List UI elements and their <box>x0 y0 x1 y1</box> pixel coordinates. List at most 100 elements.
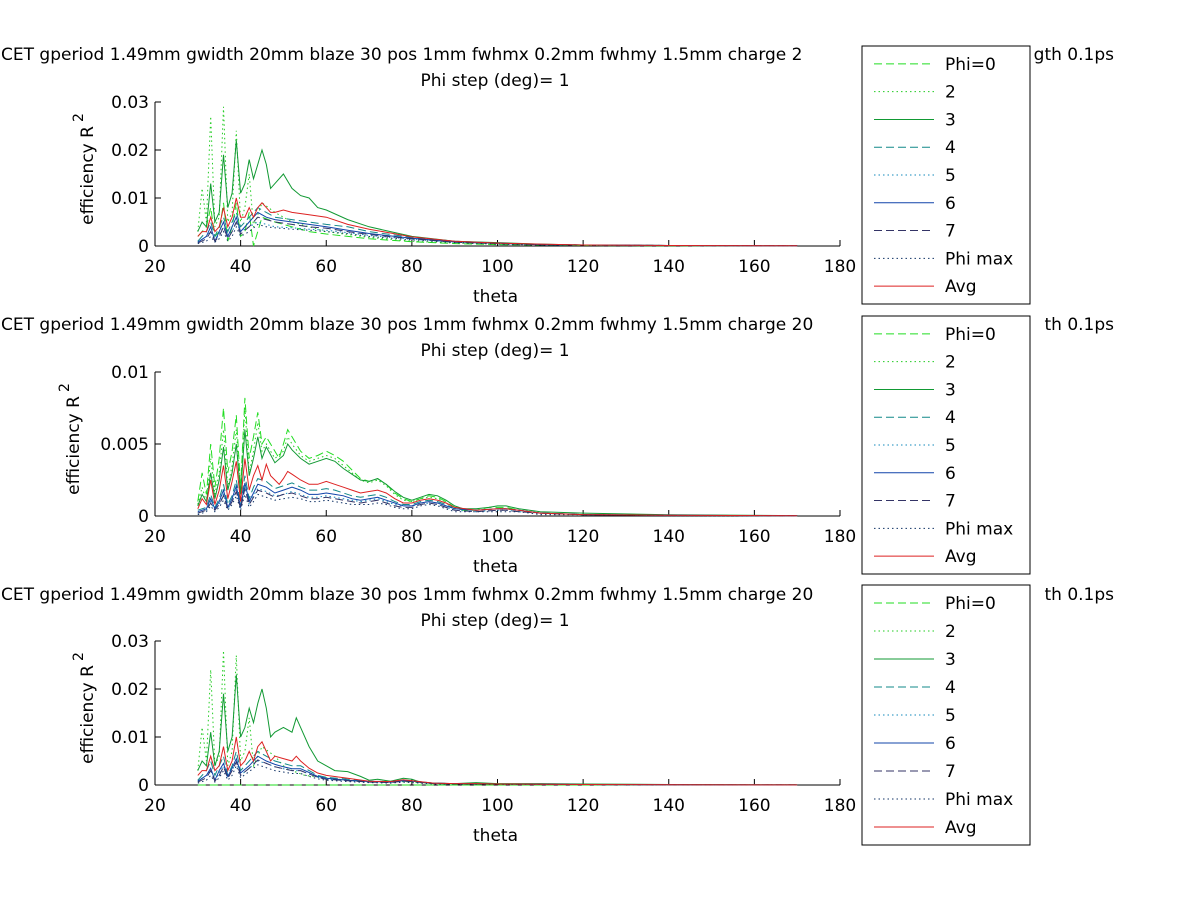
legend-entry: Avg <box>945 818 977 838</box>
series-line-4 <box>197 475 798 517</box>
series-line-2 <box>197 407 798 517</box>
chart-title: CET gperiod 1.49mm gwidth 20mm blaze 30 … <box>1 585 813 605</box>
y-axis-label-text: efficiency R <box>64 396 84 495</box>
x-tick-label: 20 <box>144 257 166 277</box>
series-line-2 <box>197 106 798 247</box>
legend-entry: 4 <box>945 408 956 428</box>
legend-entry: Phi max <box>945 519 1013 539</box>
x-tick-label: 40 <box>230 796 252 816</box>
series-line-8 <box>197 223 798 247</box>
y-axis-label-text: efficiency R <box>78 126 98 225</box>
series-line-1 <box>197 397 798 517</box>
x-tick-label: 60 <box>315 257 337 277</box>
x-tick-label: 180 <box>824 796 856 816</box>
x-tick-label: 100 <box>481 527 513 547</box>
series-line-8 <box>197 764 798 786</box>
subplot-2: CET gperiod 1.49mm gwidth 20mm blaze 30 … <box>1 315 1114 577</box>
plot-area <box>197 650 798 786</box>
x-tick-label: 40 <box>230 527 252 547</box>
y-tick-label: 0.02 <box>111 141 149 161</box>
chart-title-tail: gth 0.1ps <box>1034 45 1114 65</box>
x-tick-label: 120 <box>567 796 599 816</box>
series-line-9 <box>197 736 798 786</box>
chart-title-main: CET gperiod 1.49mm gwidth 20mm blaze 30 … <box>1 315 813 335</box>
legend-entry: 6 <box>945 194 956 214</box>
x-axis-label: theta <box>473 287 518 307</box>
chart-subtitle: Phi step (deg)= 1 <box>420 611 569 631</box>
series-line-5 <box>197 220 798 247</box>
chart-subtitle: Phi step (deg)= 1 <box>420 71 569 91</box>
y-tick-label: 0 <box>138 507 149 527</box>
x-tick-label: 120 <box>567 527 599 547</box>
plot-area <box>197 397 798 517</box>
legend-entry: 3 <box>945 110 956 130</box>
y-tick-label: 0.03 <box>111 632 149 652</box>
x-tick-label: 160 <box>738 527 770 547</box>
x-tick-label: 180 <box>824 527 856 547</box>
chart-title: CET gperiod 1.49mm gwidth 20mm blaze 30 … <box>1 315 813 335</box>
legend-entry: 5 <box>945 166 956 186</box>
x-tick-label: 160 <box>738 796 770 816</box>
x-tick-label: 100 <box>481 257 513 277</box>
x-tick-label: 140 <box>653 257 685 277</box>
x-tick-label: 60 <box>315 796 337 816</box>
y-tick-label: 0.01 <box>111 728 149 748</box>
x-tick-label: 120 <box>567 257 599 277</box>
y-tick-label: 0 <box>138 237 149 257</box>
plot-area <box>197 106 798 247</box>
y-axis-label: efficiency R 2 <box>71 113 98 225</box>
y-tick-label: 0.005 <box>100 435 149 455</box>
y-tick-label: 0 <box>138 776 149 796</box>
legend-entry: 2 <box>945 83 956 103</box>
legend-entry: 7 <box>945 222 956 242</box>
legend-entry: Avg <box>945 277 977 297</box>
legend-entry: 4 <box>945 678 956 698</box>
x-tick-label: 20 <box>144 796 166 816</box>
y-axis-label: efficiency R 2 <box>71 652 98 764</box>
legend-box <box>861 584 1031 846</box>
x-axis-label: theta <box>473 826 518 846</box>
chart-title: CET gperiod 1.49mm gwidth 20mm blaze 30 … <box>1 45 802 65</box>
y-tick-label: 0.02 <box>111 680 149 700</box>
chart-title-main: CET gperiod 1.49mm gwidth 20mm blaze 30 … <box>1 585 813 605</box>
chart-title-tail: th 0.1ps <box>1044 585 1114 605</box>
series-line-3 <box>197 140 798 247</box>
legend-entry: Phi=0 <box>945 325 996 345</box>
y-tick-label: 0.01 <box>111 189 149 209</box>
x-axis-label: theta <box>473 557 518 577</box>
legend-entry: 5 <box>945 436 956 456</box>
x-tick-label: 180 <box>824 257 856 277</box>
chart-title-tail: th 0.1ps <box>1044 315 1114 335</box>
legend-entry: 4 <box>945 138 956 158</box>
legend-entry: Avg <box>945 547 977 567</box>
y-tick-label: 0.03 <box>111 93 149 113</box>
y-axis-label-superscript: 2 <box>71 652 87 661</box>
x-tick-label: 160 <box>738 257 770 277</box>
y-axis-label-superscript: 2 <box>71 113 87 122</box>
y-axis-label-text: efficiency R <box>78 665 98 764</box>
x-tick-label: 80 <box>401 527 423 547</box>
legend: Phi=0 2 3 4 5 6 7 Phi max Avg <box>861 584 1031 846</box>
y-axis-label-superscript: 2 <box>57 383 73 392</box>
legend-entry: Phi=0 <box>945 594 996 614</box>
legend: Phi=0 2 3 4 5 6 7 Phi max Avg <box>861 315 1031 575</box>
x-tick-label: 80 <box>401 796 423 816</box>
x-tick-label: 140 <box>653 796 685 816</box>
legend-entry: Phi max <box>945 790 1013 810</box>
legend-entry: Phi max <box>945 249 1013 269</box>
x-tick-label: 60 <box>315 527 337 547</box>
y-tick-label: 0.01 <box>111 363 149 383</box>
legend-entry: 3 <box>945 650 956 670</box>
legend-entry: 2 <box>945 353 956 373</box>
legend-entry: 2 <box>945 622 956 642</box>
legend-entry: 3 <box>945 380 956 400</box>
series-line-8 <box>197 492 798 517</box>
legend-entry: 7 <box>945 492 956 512</box>
series-line-3 <box>197 429 798 517</box>
y-axis-label: efficiency R 2 <box>57 383 84 495</box>
series-line-1 <box>197 202 798 247</box>
subplot-1: CET gperiod 1.49mm gwidth 20mm blaze 30 … <box>1 45 1114 307</box>
x-tick-label: 20 <box>144 527 166 547</box>
legend-box <box>861 45 1031 305</box>
